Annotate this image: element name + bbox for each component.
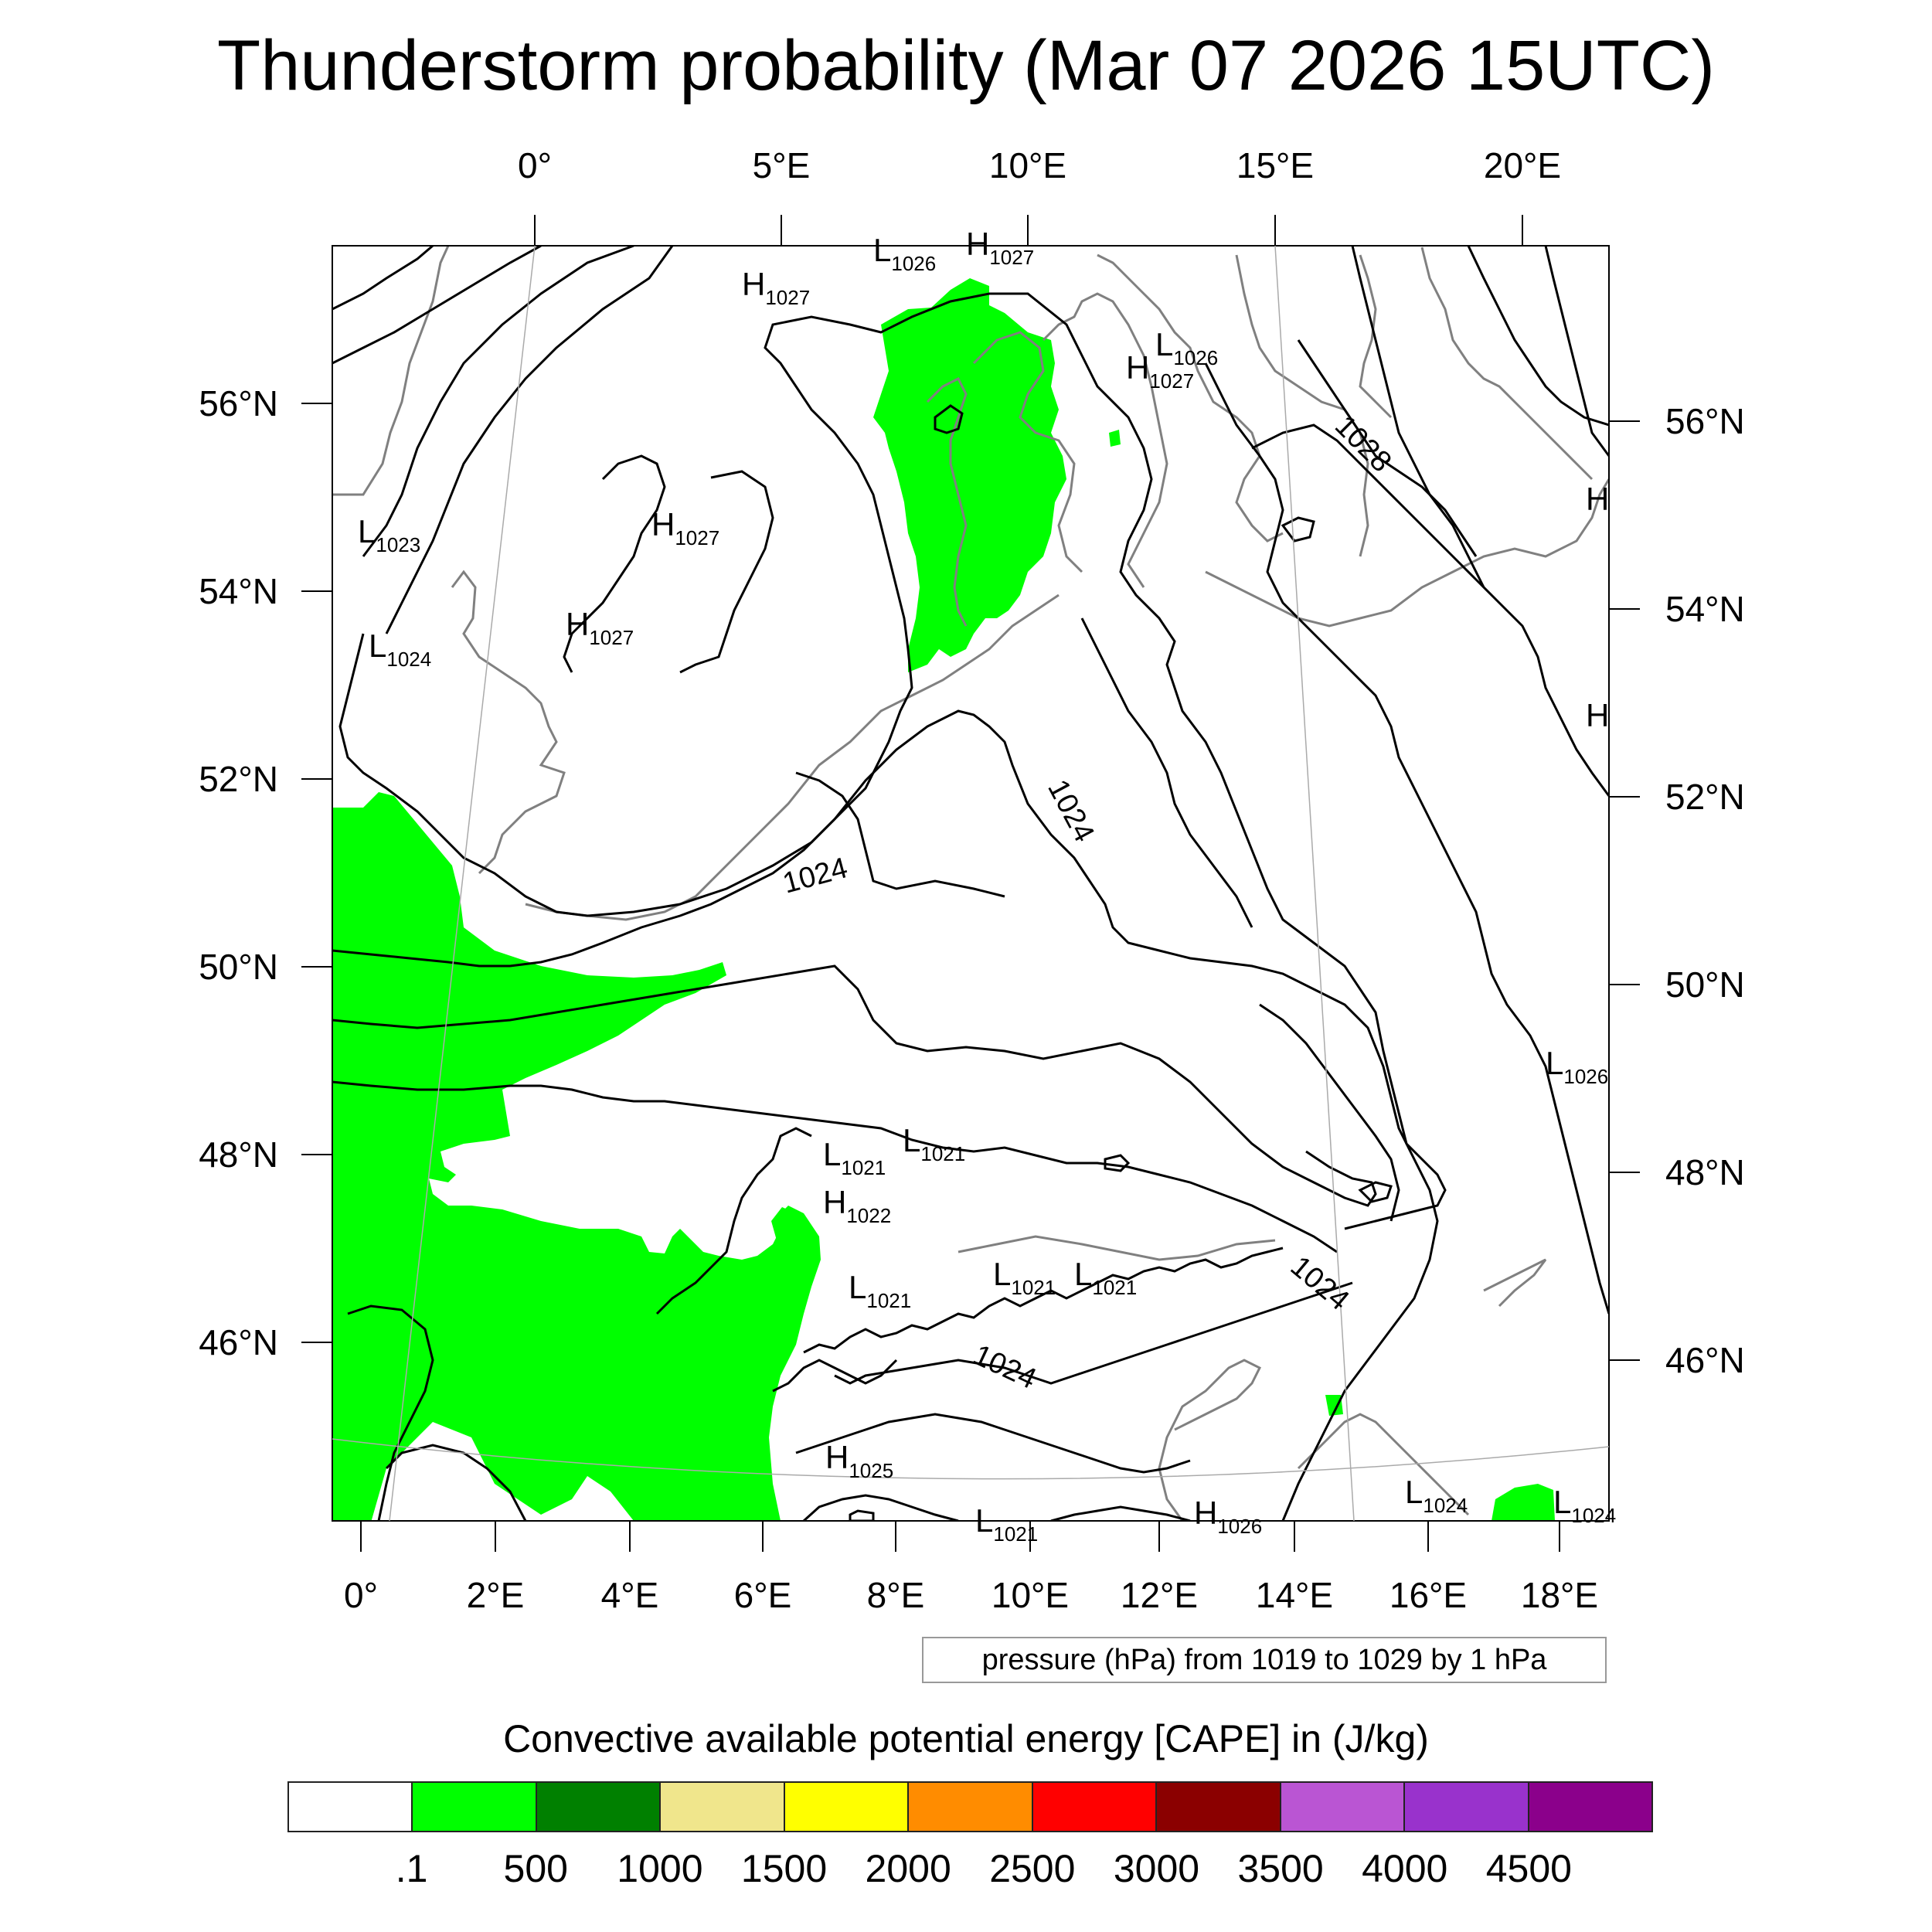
- bottom-lon-label: 16°E: [1389, 1575, 1468, 1615]
- pressure-center: H1027: [966, 226, 1034, 269]
- right-lat-label: 52°N: [1665, 777, 1745, 817]
- colorbar-label: 3000: [1113, 1847, 1200, 1890]
- right-lat-label: 56°N: [1665, 401, 1745, 441]
- pressure-note: pressure (hPa) from 1019 to 1029 by 1 hP…: [922, 1637, 1607, 1683]
- tick-marks: [301, 215, 1640, 1552]
- colorbar-label: 3500: [1237, 1847, 1324, 1890]
- pressure-center: L1021: [975, 1502, 1038, 1546]
- pressure-center: L1024: [1553, 1484, 1616, 1527]
- colorbar-swatch: [1157, 1783, 1281, 1831]
- pressure-center-partial: H: [1586, 697, 1609, 733]
- isobar-label: 1024: [1284, 1250, 1355, 1318]
- map-title: Thunderstorm probability (Mar 07 2026 15…: [217, 26, 1715, 105]
- bottom-lon-label: 2°E: [466, 1575, 525, 1615]
- bottom-lon-label: 12°E: [1120, 1575, 1199, 1615]
- pressure-center: L1026: [873, 232, 936, 275]
- left-lat-label: 48°N: [199, 1134, 278, 1175]
- pressure-center-partial: H: [1586, 481, 1609, 517]
- colorbar-label: 1000: [617, 1847, 703, 1890]
- isobar-label: 1024: [968, 1338, 1041, 1396]
- cape-area-small1: [1325, 1395, 1343, 1416]
- bottom-lon-label: 18°E: [1520, 1575, 1599, 1615]
- bottom-lon-label: 4°E: [600, 1575, 659, 1615]
- pressure-center: L1021: [1074, 1256, 1137, 1299]
- bottom-lon-label: 10°E: [991, 1575, 1070, 1615]
- bottom-lon-label: 6°E: [733, 1575, 792, 1615]
- colorbar-swatch: [909, 1783, 1033, 1831]
- colorbar-swatch: [289, 1783, 413, 1831]
- pressure-center: L1024: [1405, 1474, 1468, 1517]
- colorbar-label: 500: [503, 1847, 568, 1890]
- cape-area-small2: [1109, 430, 1121, 447]
- top-lon-label: 10°E: [988, 145, 1067, 185]
- pressure-center: H1027: [1126, 349, 1194, 393]
- bottom-lon-label: 8°E: [866, 1575, 925, 1615]
- colorbar-label: 4000: [1362, 1847, 1448, 1890]
- cape-colorbar: [287, 1781, 1653, 1832]
- colorbar-swatch: [661, 1783, 785, 1831]
- left-lat-label: 54°N: [199, 571, 278, 611]
- isobar-label: 1028: [1328, 410, 1397, 478]
- pressure-center: L1026: [1155, 326, 1218, 369]
- colorbar-label: 2000: [865, 1847, 951, 1890]
- pressure-center: H1027: [742, 266, 810, 309]
- colorbar-label: 4500: [1485, 1847, 1572, 1890]
- pressure-center: L1024: [369, 628, 431, 671]
- colorbar-swatch: [536, 1783, 662, 1831]
- colorbar-swatch: [1032, 1783, 1158, 1831]
- right-lat-label: 46°N: [1665, 1340, 1745, 1380]
- pressure-center: H1027: [651, 506, 719, 549]
- top-lon-label: 0°: [518, 145, 552, 185]
- colorbar-title: Convective available potential energy [C…: [503, 1717, 1429, 1760]
- pressure-center: L1023: [358, 513, 420, 556]
- pressure-center: H1025: [825, 1439, 893, 1482]
- pressure-center: H1026: [1194, 1495, 1262, 1538]
- pressure-center: L1021: [993, 1256, 1056, 1299]
- bottom-lon-label: 14°E: [1255, 1575, 1334, 1615]
- left-lat-label: 56°N: [199, 383, 278, 423]
- isobar-labels: 1028 1024 1024 1024 1024: [780, 410, 1398, 1396]
- top-lon-label: 5°E: [752, 145, 811, 185]
- top-lon-label: 15°E: [1236, 145, 1315, 185]
- pressure-centers: H1027 L1026 H1027 L1026 H1027 H1027 H102…: [358, 226, 1616, 1546]
- pressure-center: L1026: [1546, 1045, 1608, 1088]
- colorbar-label: .1: [395, 1847, 428, 1890]
- cape-area-north: [873, 278, 1066, 672]
- right-lat-label: 48°N: [1665, 1152, 1745, 1192]
- colorbar-swatch: [1281, 1783, 1406, 1831]
- pressure-center: L1021: [903, 1122, 965, 1165]
- pressure-center: H1022: [823, 1184, 891, 1227]
- colorbar-swatch: [784, 1783, 910, 1831]
- pressure-center: L1021: [823, 1136, 886, 1179]
- pressure-center: L1021: [849, 1269, 911, 1312]
- bottom-lon-label: 0°: [344, 1575, 378, 1615]
- right-lat-label: 54°N: [1665, 589, 1745, 629]
- colorbar-swatch: [1529, 1783, 1651, 1831]
- left-lat-label: 50°N: [199, 947, 278, 987]
- colorbar-swatch: [1405, 1783, 1529, 1831]
- pressure-center: H1027: [566, 606, 634, 649]
- cape-area-alps-patch: [771, 1207, 805, 1244]
- colorbar-swatch: [413, 1783, 537, 1831]
- cape-area-east: [1492, 1484, 1555, 1521]
- graticule: [332, 245, 1610, 1522]
- top-lon-label: 20°E: [1483, 145, 1562, 185]
- isobar-label: 1024: [1041, 774, 1100, 847]
- map-frame: [332, 245, 1610, 1522]
- left-lat-label: 46°N: [199, 1322, 278, 1362]
- colorbar-label: 2500: [989, 1847, 1076, 1890]
- left-lat-label: 52°N: [199, 759, 278, 799]
- right-lat-label: 50°N: [1665, 964, 1745, 1005]
- colorbar-label: 1500: [740, 1847, 828, 1890]
- cape-area-southwest: [332, 792, 821, 1521]
- coastlines: [332, 246, 1609, 1521]
